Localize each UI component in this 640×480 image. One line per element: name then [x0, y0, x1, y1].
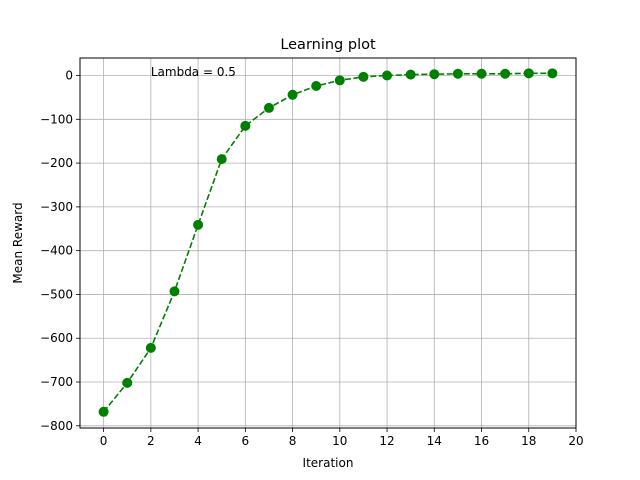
x-tick-label: 4 [194, 434, 202, 448]
data-point [169, 286, 180, 297]
data-point [452, 68, 463, 79]
data-point [547, 68, 558, 79]
series-layer [98, 68, 558, 417]
data-point [334, 75, 345, 86]
chart-title: Learning plot [280, 37, 376, 53]
y-tick-label: −400 [40, 244, 73, 258]
x-tick-label: 20 [568, 434, 583, 448]
y-axis: 0 −100 −200 −300 −400 −500 −600 −700 −800 [40, 69, 80, 433]
x-axis-label: Iteration [303, 456, 354, 470]
data-point [193, 219, 204, 230]
y-tick-label: −700 [40, 375, 73, 389]
data-point [216, 154, 227, 165]
x-tick-label: 14 [427, 434, 442, 448]
x-axis: 0 2 4 6 8 10 12 14 16 18 20 [100, 428, 584, 448]
x-tick-label: 12 [379, 434, 394, 448]
x-tick-label: 2 [147, 434, 155, 448]
x-tick-label: 16 [474, 434, 489, 448]
x-tick-label: 0 [100, 434, 108, 448]
data-point [523, 68, 534, 79]
y-tick-label: −600 [40, 331, 73, 345]
x-tick-label: 8 [289, 434, 297, 448]
data-point [358, 71, 369, 82]
data-point [98, 406, 109, 417]
y-tick-label: −200 [40, 156, 73, 170]
x-tick-label: 18 [521, 434, 536, 448]
data-point [240, 120, 251, 131]
y-axis-label: Mean Reward [11, 202, 25, 283]
y-tick-label: −500 [40, 287, 73, 301]
x-tick-label: 10 [332, 434, 347, 448]
plot-frame [79, 57, 577, 429]
data-point [145, 342, 156, 353]
data-point [382, 70, 393, 81]
data-point [311, 81, 322, 92]
data-point [287, 89, 298, 100]
data-point [263, 102, 274, 113]
x-tick-label: 6 [242, 434, 250, 448]
data-point [405, 69, 416, 80]
y-tick-label: −100 [40, 112, 73, 126]
y-tick-label: −800 [40, 419, 73, 433]
data-point [122, 377, 133, 388]
data-point [500, 68, 511, 79]
y-tick-label: −300 [40, 200, 73, 214]
data-point [429, 69, 440, 80]
y-tick-label: 0 [65, 69, 73, 83]
data-point [476, 68, 487, 79]
annotation-lambda: Lambda = 0.5 [151, 65, 236, 79]
